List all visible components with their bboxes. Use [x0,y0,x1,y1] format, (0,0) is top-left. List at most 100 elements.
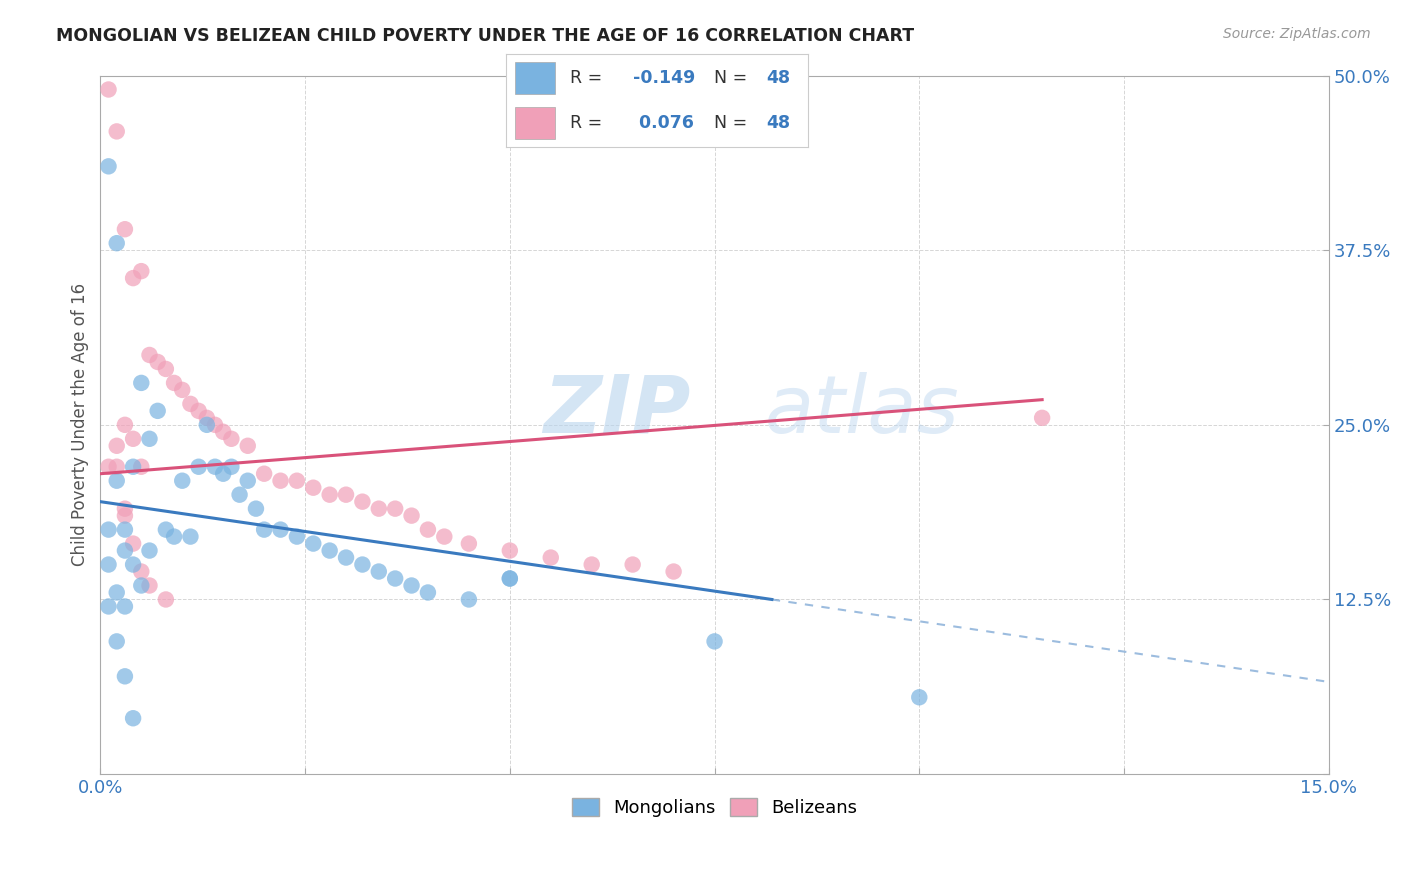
Point [155,592,177,607]
Point [253,523,276,537]
Point [114,501,136,516]
Point [122,459,145,474]
Point [212,467,235,481]
Text: MONGOLIAN VS BELIZEAN CHILD POVERTY UNDER THE AGE OF 16 CORRELATION CHART: MONGOLIAN VS BELIZEAN CHILD POVERTY UNDE… [56,27,914,45]
Point [662,565,685,579]
Point [384,572,406,586]
Point [114,222,136,236]
Point [97,599,120,614]
Text: N =: N = [703,69,752,87]
Point [416,523,439,537]
Text: 48: 48 [766,114,790,132]
Point [138,578,160,592]
Point [105,439,128,453]
Point [318,488,340,502]
Point [138,543,160,558]
Point [253,467,276,481]
Point [285,530,308,544]
Text: R =: R = [569,69,607,87]
Point [114,543,136,558]
Point [204,459,226,474]
Point [97,82,120,96]
Point [105,634,128,648]
Point [179,397,201,411]
Point [416,585,439,599]
Text: atlas: atlas [765,372,959,450]
Bar [515,107,554,139]
Point [97,558,120,572]
Point [540,550,562,565]
Text: R =: R = [569,114,607,132]
Point [187,459,209,474]
Point [908,690,931,705]
Point [172,383,194,397]
Point [122,711,145,725]
Point [621,558,644,572]
Point [236,474,259,488]
Point [105,124,128,138]
Point [499,572,522,586]
Point [122,432,145,446]
Point [163,530,186,544]
Point [367,501,389,516]
Point [401,508,423,523]
Point [105,459,128,474]
Text: Source: ZipAtlas.com: Source: ZipAtlas.com [1223,27,1371,41]
Point [114,417,136,432]
Point [195,410,218,425]
Point [335,488,357,502]
Point [97,159,120,173]
Point [401,578,423,592]
Point [114,508,136,523]
Point [114,523,136,537]
Point [172,474,194,488]
Point [228,488,250,502]
Point [129,459,152,474]
Point [105,585,128,599]
Point [155,523,177,537]
Point [352,494,374,508]
Point [384,501,406,516]
Text: N =: N = [703,114,752,132]
Point [187,404,209,418]
Point [204,417,226,432]
Point [270,474,292,488]
Point [146,355,169,369]
Point [129,376,152,390]
Point [114,669,136,683]
Point [212,425,235,439]
Point [179,530,201,544]
Point [302,536,325,550]
Point [302,481,325,495]
Bar [515,62,554,94]
Point [221,432,243,446]
Text: 48: 48 [766,69,790,87]
Point [105,474,128,488]
Point [163,376,186,390]
Point [245,501,267,516]
Point [433,530,456,544]
Point [285,474,308,488]
Point [122,536,145,550]
Point [129,578,152,592]
Point [122,271,145,285]
Point [335,550,357,565]
Text: ZIP: ZIP [543,372,690,450]
Point [195,417,218,432]
Point [129,264,152,278]
Point [367,565,389,579]
Point [122,558,145,572]
Text: -0.149: -0.149 [633,69,696,87]
Point [129,565,152,579]
Point [352,558,374,572]
Y-axis label: Child Poverty Under the Age of 16: Child Poverty Under the Age of 16 [72,284,89,566]
Point [105,236,128,251]
Point [457,536,479,550]
Point [138,432,160,446]
Point [97,523,120,537]
Point [1031,410,1053,425]
Point [146,404,169,418]
Point [499,543,522,558]
Legend: Mongolians, Belizeans: Mongolians, Belizeans [564,790,865,824]
Text: 0.076: 0.076 [633,114,695,132]
